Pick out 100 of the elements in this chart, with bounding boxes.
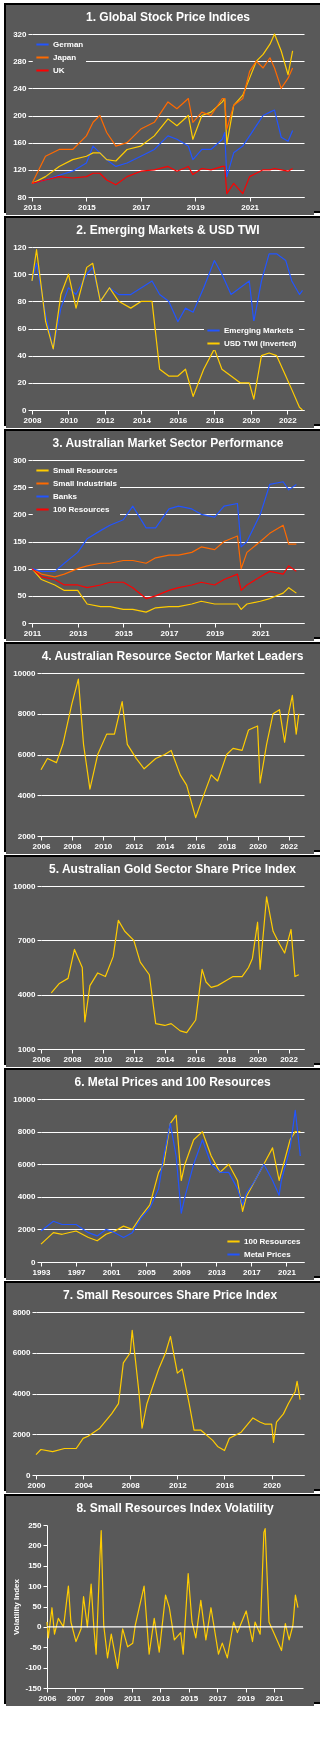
x-tick-label: 2015 [77,202,97,212]
y-tick-label: 2000 [17,1224,37,1234]
x-tick-label: 2011 [23,628,42,638]
x-tick-label: 2018 [218,841,237,851]
y-tick-label: 320 [13,29,28,39]
chart-title: 2. Emerging Markets & USD TWI [76,223,260,237]
chart-title: 3. Australian Market Sector Performance [52,436,284,450]
y-tick-label: 50 [32,1602,43,1611]
x-tick-label: 2020 [249,841,268,851]
x-tick-label: 2021 [265,1693,284,1703]
y-tick-label: 160 [13,138,28,148]
y-tick-label: 6000 [17,1159,37,1169]
x-tick-label: 2018 [218,1054,237,1064]
x-tick-label: 2013 [152,1693,171,1703]
x-tick-label: 2013 [23,202,42,212]
x-tick-label: 2014 [156,1054,175,1064]
y-tick-label: 2000 [12,1429,32,1439]
y-tick-label: 0 [22,618,28,628]
y-tick-label: 20 [17,378,28,388]
x-tick-label: 2012 [125,1054,144,1064]
chart-title: 6. Metal Prices and 100 Resources [74,1075,271,1089]
y-tick-label: 0 [22,405,28,415]
y-tick-label: 7000 [17,935,37,945]
y-tick-label: 6000 [17,750,37,759]
x-tick-label: 2008 [63,1054,82,1064]
x-tick-label: 2021 [241,202,260,212]
legend-label: Small Resources [53,465,119,475]
x-tick-label: 2017 [160,628,179,638]
x-tick-label: 2022 [278,415,298,425]
y-tick-label: 0 [37,1622,43,1632]
legend-label: 100 Resources [53,504,111,514]
y-tick-label: 4000 [17,1192,37,1202]
y-tick-label: 120 [13,242,28,252]
y-tick-label: 100 [13,564,28,574]
x-tick-label: 2014 [156,841,175,851]
x-tick-label: 2010 [60,415,79,425]
y-tick-label: 200 [13,111,28,120]
x-tick-label: 2006 [32,1054,51,1064]
x-tick-label: 2009 [95,1693,114,1703]
y-tick-label: 6000 [12,1348,32,1358]
x-tick-label: 1997 [67,1267,87,1277]
legend-label: Banks [53,491,78,501]
x-tick-label: 2022 [280,841,299,851]
x-tick-label: 2021 [251,628,271,638]
x-tick-label: 2016 [216,1480,235,1490]
x-tick-label: 2017 [243,1267,262,1277]
legend-label: German [53,39,84,49]
x-tick-label: 2021 [278,1267,297,1277]
y-tick-label: 150 [28,1561,43,1571]
x-tick-label: 2022 [280,1054,299,1064]
y-tick-label: 1000 [17,1044,37,1054]
y-tick-label: 250 [13,482,28,492]
x-tick-label: 2014 [133,415,152,425]
x-tick-label: 2016 [169,415,188,425]
x-tick-label: 2007 [66,1693,86,1703]
chart-title: 5. Australian Gold Sector Share Price Index [49,862,297,876]
y-tick-label: 40 [17,351,28,361]
y-tick-label: 280 [13,56,28,66]
x-tick-label: 2020 [242,415,261,425]
legend-label: 100 Resources [244,1236,302,1246]
x-tick-label: 2013 [207,1267,227,1277]
y-tick-label: 200 [28,1540,43,1550]
x-tick-label: 2011 [123,1693,142,1703]
y-tick-label: 2000 [17,831,37,841]
chart-title: 7. Small Resources Share Price Index [62,1288,278,1302]
y-tick-label: -100 [25,1663,43,1673]
x-tick-label: 2006 [32,841,51,851]
x-tick-label: 1993 [32,1267,51,1277]
x-tick-label: 2020 [249,1054,268,1064]
x-tick-label: 2018 [205,415,225,425]
legend-label: Emerging Markets [224,325,294,335]
x-tick-label: 2017 [208,1693,228,1703]
x-tick-label: 2015 [114,628,134,638]
x-tick-label: 2019 [237,1693,256,1703]
y-tick-label: 120 [13,165,28,175]
legend-label: Small Industrials [53,478,118,488]
x-tick-label: 2010 [94,1054,113,1064]
x-tick-label: 2008 [121,1480,141,1490]
y-tick-label: 300 [13,455,28,465]
x-tick-label: 2012 [96,415,115,425]
x-tick-label: 2016 [187,1054,206,1064]
x-tick-label: 2005 [137,1267,157,1277]
legend-label: USD TWI (Inverted) [224,338,297,348]
y-tick-label: 100 [28,1581,43,1591]
x-tick-label: 2006 [38,1693,57,1703]
y-tick-label: 10000 [13,881,37,891]
x-tick-label: 2016 [187,841,206,851]
x-tick-label: 2012 [168,1480,188,1490]
legend-label: UK [53,65,65,75]
x-tick-label: 2008 [23,415,42,425]
y-tick-label: -50 [29,1642,43,1652]
y-tick-label: 4000 [17,990,37,1000]
y-tick-label: 50 [17,591,28,601]
x-tick-label: 2009 [172,1267,192,1277]
y-tick-label: 4000 [12,1389,32,1398]
y-axis-title: Volatility Index [12,1578,22,1635]
y-tick-label: 80 [17,192,28,202]
y-tick-label: 100 [13,269,28,279]
y-tick-label: 150 [13,537,28,546]
x-tick-label: 2010 [94,841,113,851]
